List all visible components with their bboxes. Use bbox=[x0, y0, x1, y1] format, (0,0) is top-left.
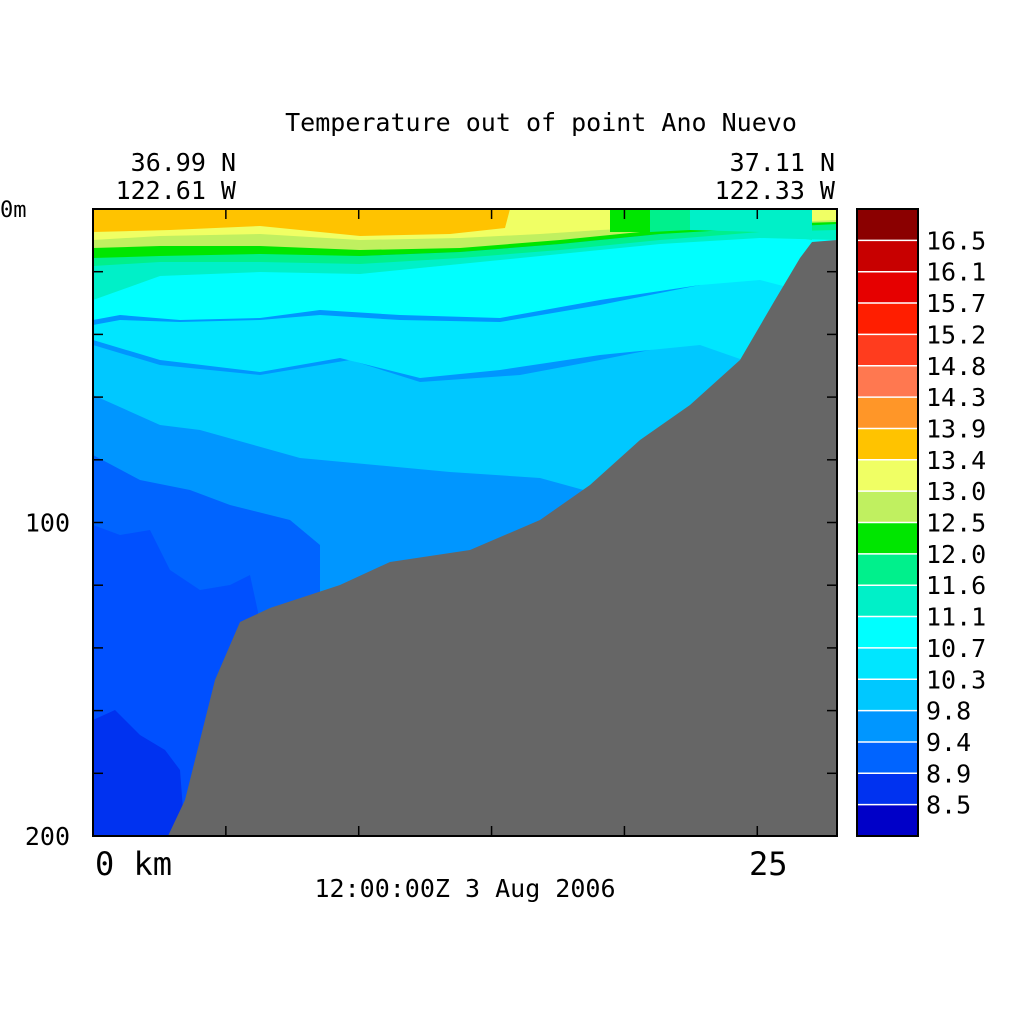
colorbar-level-label: 11.6 bbox=[926, 571, 986, 600]
band-8-5 bbox=[93, 710, 185, 836]
colorbar-segment bbox=[857, 491, 918, 523]
colorbar-labels: 16.5 16.115.715.2 14.814.313.9 13.413.0 12.5… bbox=[926, 226, 986, 819]
colorbar-level-label: 12.0 bbox=[926, 540, 986, 569]
colorbar-level-label: 9.8 bbox=[926, 697, 971, 726]
end-longitude: 122.33 W bbox=[715, 176, 836, 205]
colorbar-level-label: 15.7 bbox=[926, 289, 986, 318]
colorbar-frame bbox=[856, 208, 919, 837]
colorbar-level-label: 12.5 bbox=[926, 509, 986, 538]
colorbar-segment bbox=[857, 647, 918, 680]
colorbar-level-label: 9.4 bbox=[926, 728, 971, 757]
end-latitude: 37.11 N bbox=[730, 148, 835, 177]
colorbar-segment bbox=[857, 365, 918, 398]
colorbar-level-label: 14.8 bbox=[926, 352, 986, 381]
colorbar-level-label: 8.9 bbox=[926, 759, 971, 788]
colorbar-segment bbox=[857, 616, 918, 649]
band-13-9 bbox=[93, 209, 510, 236]
colorbar-segment bbox=[857, 553, 918, 586]
band-12-5 bbox=[93, 218, 837, 258]
colorbar-segment bbox=[857, 209, 918, 241]
patch-12-0-right bbox=[650, 209, 690, 232]
colorbar-level-label: 10.3 bbox=[926, 665, 986, 694]
colorbar bbox=[857, 209, 918, 837]
timestamp-label: 12:00:00Z 3 Aug 2006 bbox=[314, 874, 615, 903]
colorbar-segment bbox=[857, 585, 918, 618]
colorbar-segment bbox=[857, 679, 918, 712]
colorbar-level-label: 13.0 bbox=[926, 477, 986, 506]
colorbar-level-label: 15.2 bbox=[926, 320, 986, 349]
start-latitude: 36.99 N bbox=[131, 148, 236, 177]
x-axis-labels: 0 km 25 bbox=[95, 845, 788, 883]
colorbar-level-label: 8.5 bbox=[926, 791, 971, 820]
y-tick-label: 0m bbox=[0, 198, 27, 223]
colorbar-segment bbox=[857, 397, 918, 429]
chart-title: Temperature out of point Ano Nuevo bbox=[285, 108, 797, 137]
colorbar-segment bbox=[857, 459, 918, 492]
y-axis-labels: 0m 100 200 bbox=[0, 198, 70, 851]
colorbar-segment bbox=[857, 428, 918, 461]
y-tick-label: 200 bbox=[25, 822, 70, 851]
colorbar-level-label: 16.1 bbox=[926, 258, 986, 287]
colorbar-segment bbox=[857, 773, 918, 806]
patch-12-5-right bbox=[610, 209, 650, 232]
colorbar-segment bbox=[857, 240, 918, 273]
colorbar-level-label: 14.3 bbox=[926, 383, 986, 412]
colorbar-level-label: 16.5 bbox=[926, 226, 986, 255]
colorbar-level-label: 13.4 bbox=[926, 446, 986, 475]
y-axis-ticks bbox=[93, 208, 837, 837]
colorbar-segment bbox=[857, 522, 918, 555]
colorbar-segment bbox=[857, 741, 918, 774]
patch-11-1-right bbox=[690, 209, 812, 240]
x-tick-label: 0 km bbox=[95, 845, 172, 883]
band-11-1 bbox=[93, 225, 837, 320]
bathymetry bbox=[168, 240, 837, 836]
band-11-6 bbox=[93, 225, 837, 300]
x-axis-ticks bbox=[92, 209, 759, 836]
band-12-0 bbox=[93, 222, 837, 266]
colorbar-segment bbox=[857, 710, 918, 743]
y-tick-label: 100 bbox=[25, 509, 70, 538]
colorbar-segment bbox=[857, 303, 918, 335]
colorbar-level-label: 11.1 bbox=[926, 603, 986, 632]
colorbar-level-label: 10.7 bbox=[926, 634, 986, 663]
start-longitude: 122.61 W bbox=[116, 176, 237, 205]
colorbar-segment bbox=[857, 271, 918, 304]
x-tick-label: 25 bbox=[749, 845, 788, 883]
colorbar-level-label: 13.9 bbox=[926, 414, 986, 443]
band-10-7 bbox=[93, 230, 837, 380]
colorbar-segment bbox=[857, 334, 918, 367]
section-plot-area bbox=[93, 209, 837, 836]
colorbar-segment bbox=[857, 804, 918, 837]
